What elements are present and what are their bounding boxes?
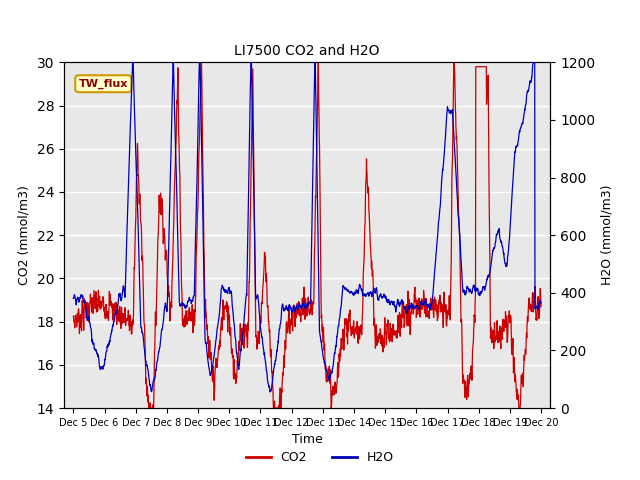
Legend: CO2, H2O: CO2, H2O: [241, 446, 399, 469]
Text: TW_flux: TW_flux: [79, 79, 128, 89]
Title: LI7500 CO2 and H2O: LI7500 CO2 and H2O: [234, 45, 380, 59]
Y-axis label: H2O (mmol/m3): H2O (mmol/m3): [601, 185, 614, 286]
Y-axis label: CO2 (mmol/m3): CO2 (mmol/m3): [18, 185, 31, 285]
X-axis label: Time: Time: [292, 433, 323, 446]
